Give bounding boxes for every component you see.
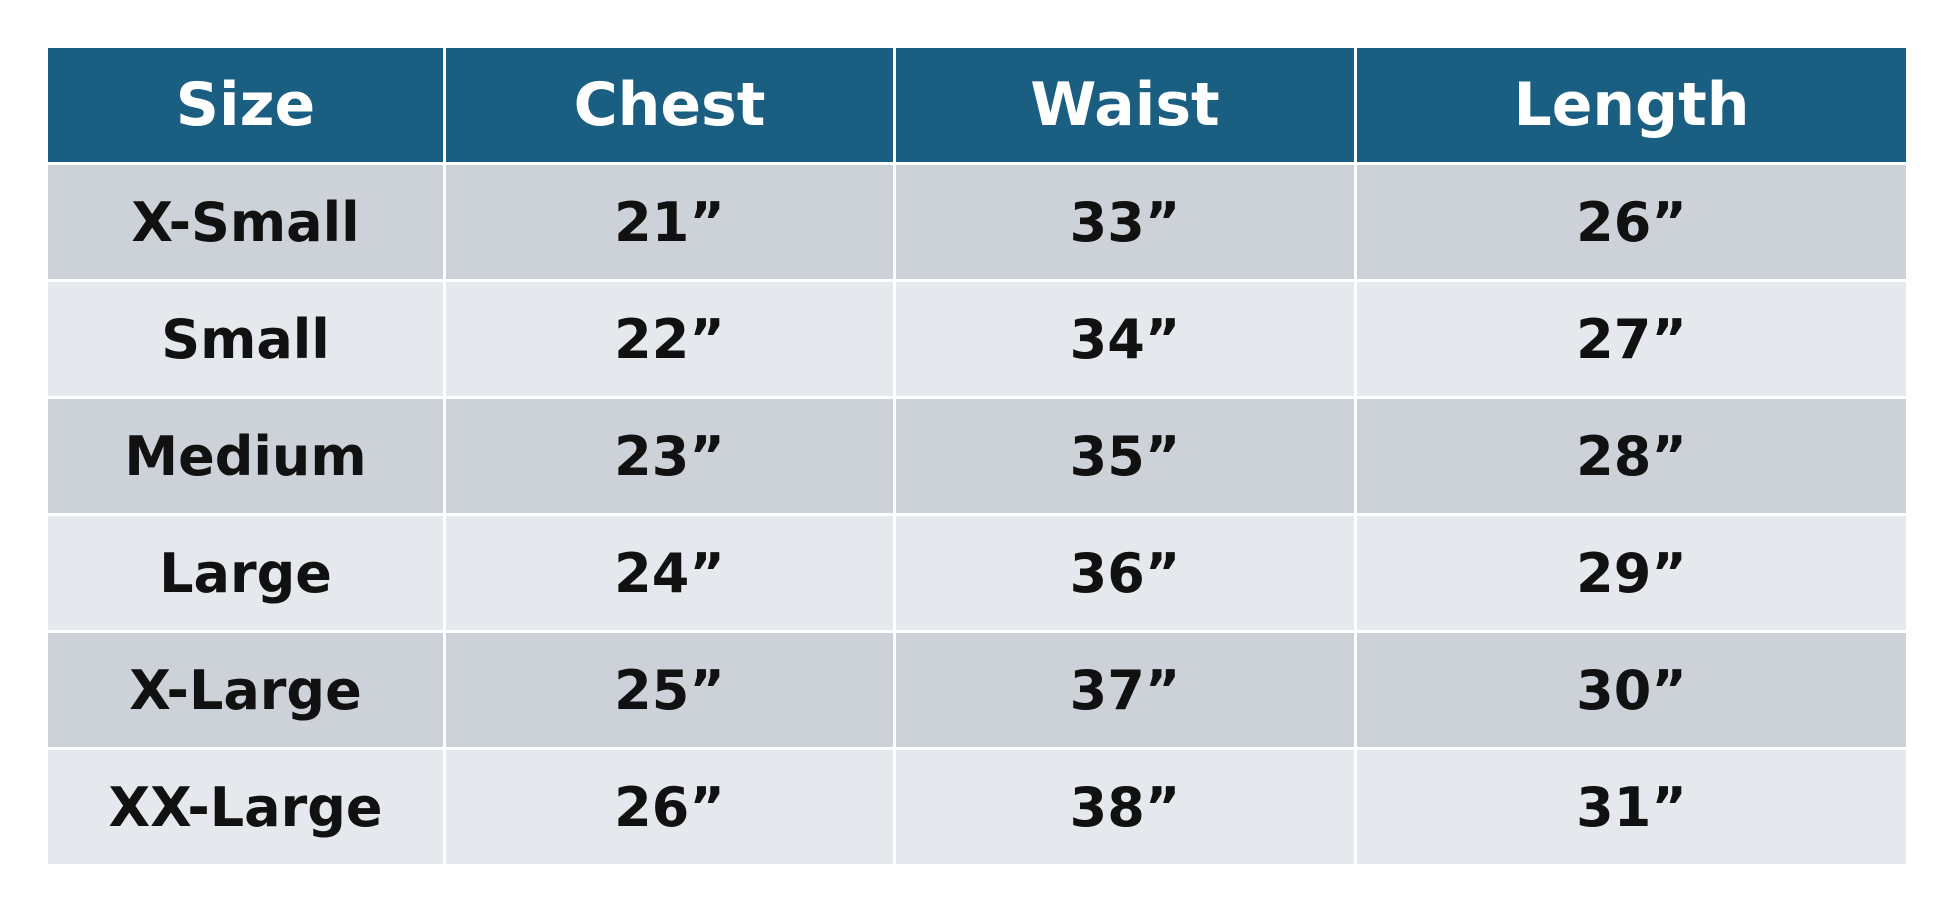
size-cell: Small bbox=[45, 279, 446, 399]
table-row: Small 22” 34” 27” bbox=[45, 279, 1909, 399]
measure-cell: 37” bbox=[893, 630, 1357, 750]
header-cell: Waist bbox=[893, 45, 1357, 165]
measure-cell: 27” bbox=[1354, 279, 1909, 399]
measure-cell: 22” bbox=[443, 279, 896, 399]
measure-cell: 38” bbox=[893, 747, 1357, 867]
size-cell: X-Large bbox=[45, 630, 446, 750]
table-row: Large 24” 36” 29” bbox=[45, 513, 1909, 633]
header-cell: Length bbox=[1354, 45, 1909, 165]
measure-cell: 26” bbox=[1354, 162, 1909, 282]
table-row: XX-Large 26” 38” 31” bbox=[45, 747, 1909, 867]
header-cell: Chest bbox=[443, 45, 896, 165]
measure-cell: 24” bbox=[443, 513, 896, 633]
measure-cell: 25” bbox=[443, 630, 896, 750]
measure-cell: 29” bbox=[1354, 513, 1909, 633]
measure-cell: 23” bbox=[443, 396, 896, 516]
measure-cell: 34” bbox=[893, 279, 1357, 399]
measure-cell: 31” bbox=[1354, 747, 1909, 867]
size-cell: XX-Large bbox=[45, 747, 446, 867]
table-row: X-Small 21” 33” 26” bbox=[45, 162, 1909, 282]
measure-cell: 26” bbox=[443, 747, 896, 867]
table-row: Medium 23” 35” 28” bbox=[45, 396, 1909, 516]
size-table: Size Chest Waist Length X-Small 21” 33” 26” Sma… bbox=[45, 45, 1909, 867]
size-cell: Medium bbox=[45, 396, 446, 516]
table-row: X-Large 25” 37” 30” bbox=[45, 630, 1909, 750]
measure-cell: 35” bbox=[893, 396, 1357, 516]
measure-cell: 30” bbox=[1354, 630, 1909, 750]
measure-cell: 28” bbox=[1354, 396, 1909, 516]
table-body: X-Small 21” 33” 26” Small 22” 34” 27” Medium 23” 3… bbox=[45, 162, 1909, 867]
measure-cell: 33” bbox=[893, 162, 1357, 282]
header-row: Size Chest Waist Length bbox=[45, 45, 1909, 165]
size-cell: Large bbox=[45, 513, 446, 633]
measure-cell: 36” bbox=[893, 513, 1357, 633]
size-cell: X-Small bbox=[45, 162, 446, 282]
measure-cell: 21” bbox=[443, 162, 896, 282]
header-cell: Size bbox=[45, 45, 446, 165]
